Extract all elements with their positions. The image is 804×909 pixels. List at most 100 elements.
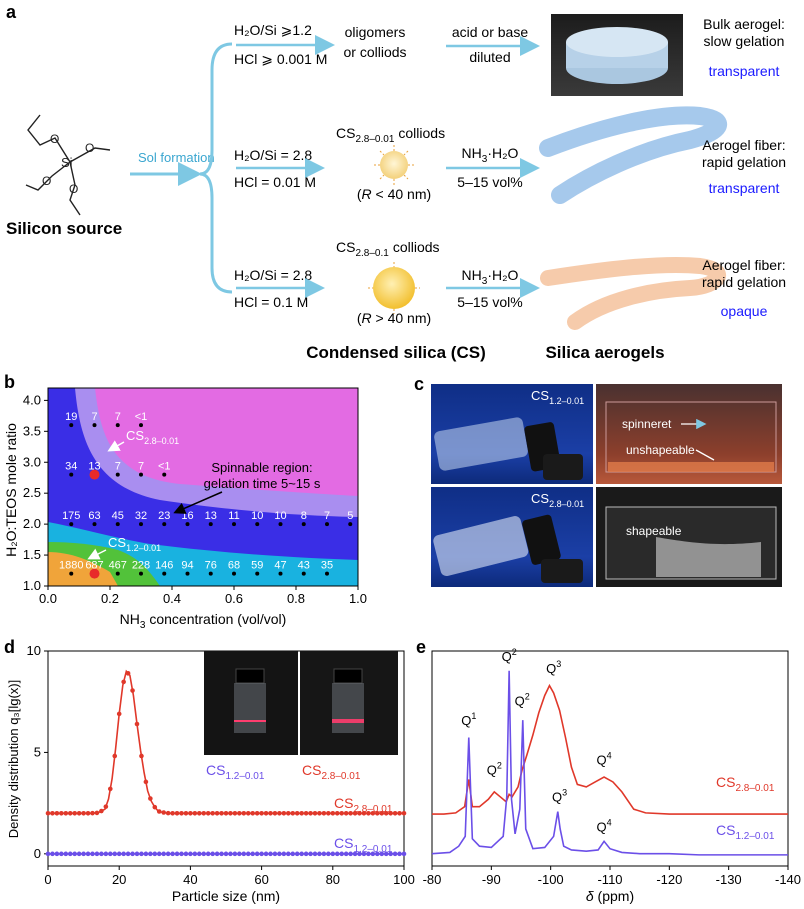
d-series-point xyxy=(214,810,220,816)
e-peak-label: Q4 xyxy=(596,817,611,834)
b-xtick-label: 0.2 xyxy=(101,591,119,606)
b-xtick-label: 0.8 xyxy=(287,591,305,606)
b-point xyxy=(185,571,190,576)
d-series-point xyxy=(165,851,171,857)
e-xtick-label: -140 xyxy=(775,872,801,887)
panel-b-xlabel: NH3 concentration (vol/vol) xyxy=(120,611,287,631)
d-series-point xyxy=(334,851,340,857)
d-series-point xyxy=(401,810,407,816)
route1-result2: slow gelation xyxy=(704,33,785,49)
d-series-point xyxy=(263,810,269,816)
d-series-point xyxy=(232,851,238,857)
d-series-point xyxy=(281,810,287,816)
d-ytick-label: 5 xyxy=(34,744,41,759)
d-series-point xyxy=(90,851,95,857)
d-series-point xyxy=(228,851,233,857)
d-series-point xyxy=(379,810,385,816)
d-series-point xyxy=(143,851,149,857)
spinnable-arrow xyxy=(173,491,223,514)
d-series-point xyxy=(232,810,238,816)
d-series-point xyxy=(361,851,367,857)
d-series-point xyxy=(130,851,135,857)
d-series-point xyxy=(125,851,131,857)
d-series-point xyxy=(343,810,349,816)
d-series-point xyxy=(134,851,140,857)
d-series-point xyxy=(45,810,51,816)
panel-e-series xyxy=(431,670,788,856)
d-series-point xyxy=(237,851,242,857)
e-xtick-label: -110 xyxy=(597,872,622,887)
d-series-point xyxy=(383,851,389,857)
d-series-point xyxy=(392,810,398,816)
d-series-point xyxy=(370,810,376,816)
b-point xyxy=(162,472,167,477)
b-point xyxy=(162,522,167,527)
b-point-label: 1880 xyxy=(59,560,83,572)
b-point xyxy=(139,423,143,428)
panel-d-label: d xyxy=(4,637,15,657)
b-point-label: 7 xyxy=(138,461,144,473)
d-series-point xyxy=(312,851,318,857)
b-point xyxy=(232,571,236,576)
d-series-point xyxy=(286,810,291,816)
b-point-label: 47 xyxy=(274,560,286,572)
d-series-point xyxy=(192,810,198,816)
b-point-label: 7 xyxy=(115,411,121,423)
d-series-point xyxy=(268,810,273,816)
b-point xyxy=(69,423,74,428)
route2-hcl: HCl = 0.01 M xyxy=(234,174,316,190)
blue-fiber-image xyxy=(539,106,728,204)
d-series-point xyxy=(50,851,55,857)
d-series-point xyxy=(72,810,77,816)
panel-c-label: c xyxy=(414,374,424,394)
d-series-point xyxy=(397,810,402,816)
d-series-point xyxy=(392,851,398,857)
d-series-point xyxy=(192,851,198,857)
panel-e-legend-cs-2.8: CS2.8–0.01 xyxy=(716,774,775,794)
silica-aerogels-label: Silica aerogels xyxy=(545,343,664,362)
route1-result1: Bulk aerogel: xyxy=(703,16,785,32)
route1-product1: oligomers xyxy=(345,24,406,40)
d-series-point xyxy=(148,851,153,857)
d-series-point xyxy=(303,851,309,857)
e-peak-label: Q3 xyxy=(546,659,561,676)
d-series-point xyxy=(312,810,318,816)
d-series-point xyxy=(299,810,304,816)
b-point xyxy=(92,423,97,428)
b-point-label: 68 xyxy=(228,560,240,572)
d-series-point xyxy=(116,711,122,717)
d-series-point xyxy=(125,671,131,676)
d-series-point xyxy=(152,804,158,810)
d-series-point xyxy=(54,851,60,857)
e-peak-label: Q3 xyxy=(552,788,567,805)
orange-fiber-image xyxy=(540,256,727,330)
d-series-point xyxy=(90,810,95,816)
b-point xyxy=(325,571,329,576)
svg-text:O: O xyxy=(42,174,51,188)
panel-a: a Si O O O O Silicon source Sol formatio… xyxy=(6,2,786,362)
d-series-point xyxy=(121,679,126,685)
d-series-point xyxy=(348,810,353,816)
unshapeable-label: unshapeable xyxy=(626,443,695,457)
d-series-point xyxy=(112,753,118,759)
d-series-point xyxy=(241,810,247,816)
e-xtick-label: -120 xyxy=(656,872,682,887)
route-bulk: H₂O/Si ⩾1.2 HCl ⩾ 0.001 M oligomers or c… xyxy=(234,14,785,96)
route2-result2: rapid gelation xyxy=(702,154,786,170)
d-series-point xyxy=(290,810,296,816)
d-series-point xyxy=(179,851,184,857)
b-point-label: 13 xyxy=(205,510,217,522)
condensed-silica-label: Condensed silica (CS) xyxy=(306,343,485,362)
b-point-label: 32 xyxy=(135,510,147,522)
d-series-point xyxy=(148,796,153,801)
d-series-point xyxy=(201,810,207,816)
d-series-point xyxy=(299,851,304,857)
b-ytick-label: 2.0 xyxy=(23,516,41,531)
d-series-point xyxy=(143,779,149,785)
d-series-point xyxy=(201,851,207,857)
b-point xyxy=(255,571,260,576)
d-series-point xyxy=(348,851,353,857)
d-series-point xyxy=(294,851,300,857)
inset-photo-cs-1.2 xyxy=(204,651,298,755)
photo-vial-cs-2.8: CS2.8–0.01 xyxy=(431,487,593,587)
